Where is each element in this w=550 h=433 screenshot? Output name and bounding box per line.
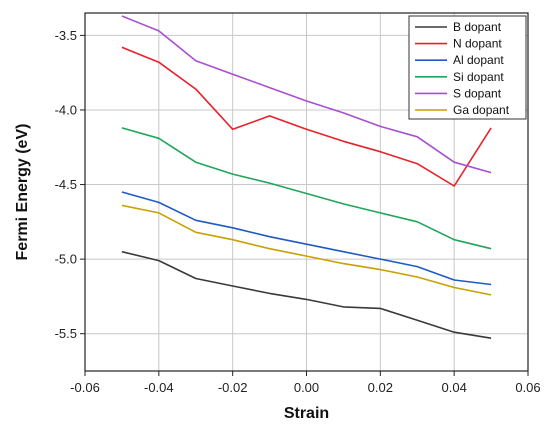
x-tick-label: 0.00: [294, 380, 319, 395]
axis-ticks: [80, 34, 529, 376]
legend-label: Si dopant: [453, 70, 504, 84]
y-tick-label: -4.0: [55, 102, 77, 117]
x-tick-label: 0.06: [515, 380, 540, 395]
series-line-n-dopant: [121, 46, 492, 187]
legend-label: Al dopant: [453, 53, 504, 67]
x-tick-labels: -0.06 -0.04 -0.02 0.00 0.02 0.04 0.06: [70, 380, 540, 395]
x-tick-label: -0.04: [144, 380, 174, 395]
x-tick-label: 0.02: [368, 380, 393, 395]
y-tick-label: -5.0: [55, 252, 77, 267]
x-tick-label: -0.06: [70, 380, 100, 395]
y-tick-label: -5.5: [55, 326, 77, 341]
y-tick-label: -3.5: [55, 28, 77, 43]
y-tick-labels: -3.5 -4.0 -4.5 -5.0 -5.5: [55, 28, 77, 341]
legend: B dopant N dopant Al dopant Si dopant S dopa…: [408, 15, 527, 120]
series-line-al-dopant: [121, 191, 492, 286]
x-axis-title: Strain: [284, 405, 329, 422]
legend-label: N dopant: [453, 37, 502, 51]
y-axis-title: Fermi Energy (eV): [14, 124, 31, 261]
legend-label: Ga dopant: [453, 103, 510, 117]
y-tick-label: -4.5: [55, 177, 77, 192]
series-lines: [121, 15, 492, 339]
x-tick-label: 0.04: [442, 380, 467, 395]
legend-label: B dopant: [453, 20, 502, 34]
series-line-s-dopant: [121, 15, 492, 174]
legend-label: S dopant: [453, 86, 502, 100]
legend-box: [408, 15, 527, 120]
series-line-b-dopant: [121, 250, 492, 339]
series-line-si-dopant: [121, 127, 492, 250]
x-tick-label: -0.02: [218, 380, 248, 395]
series-line-ga-dopant: [121, 204, 492, 296]
